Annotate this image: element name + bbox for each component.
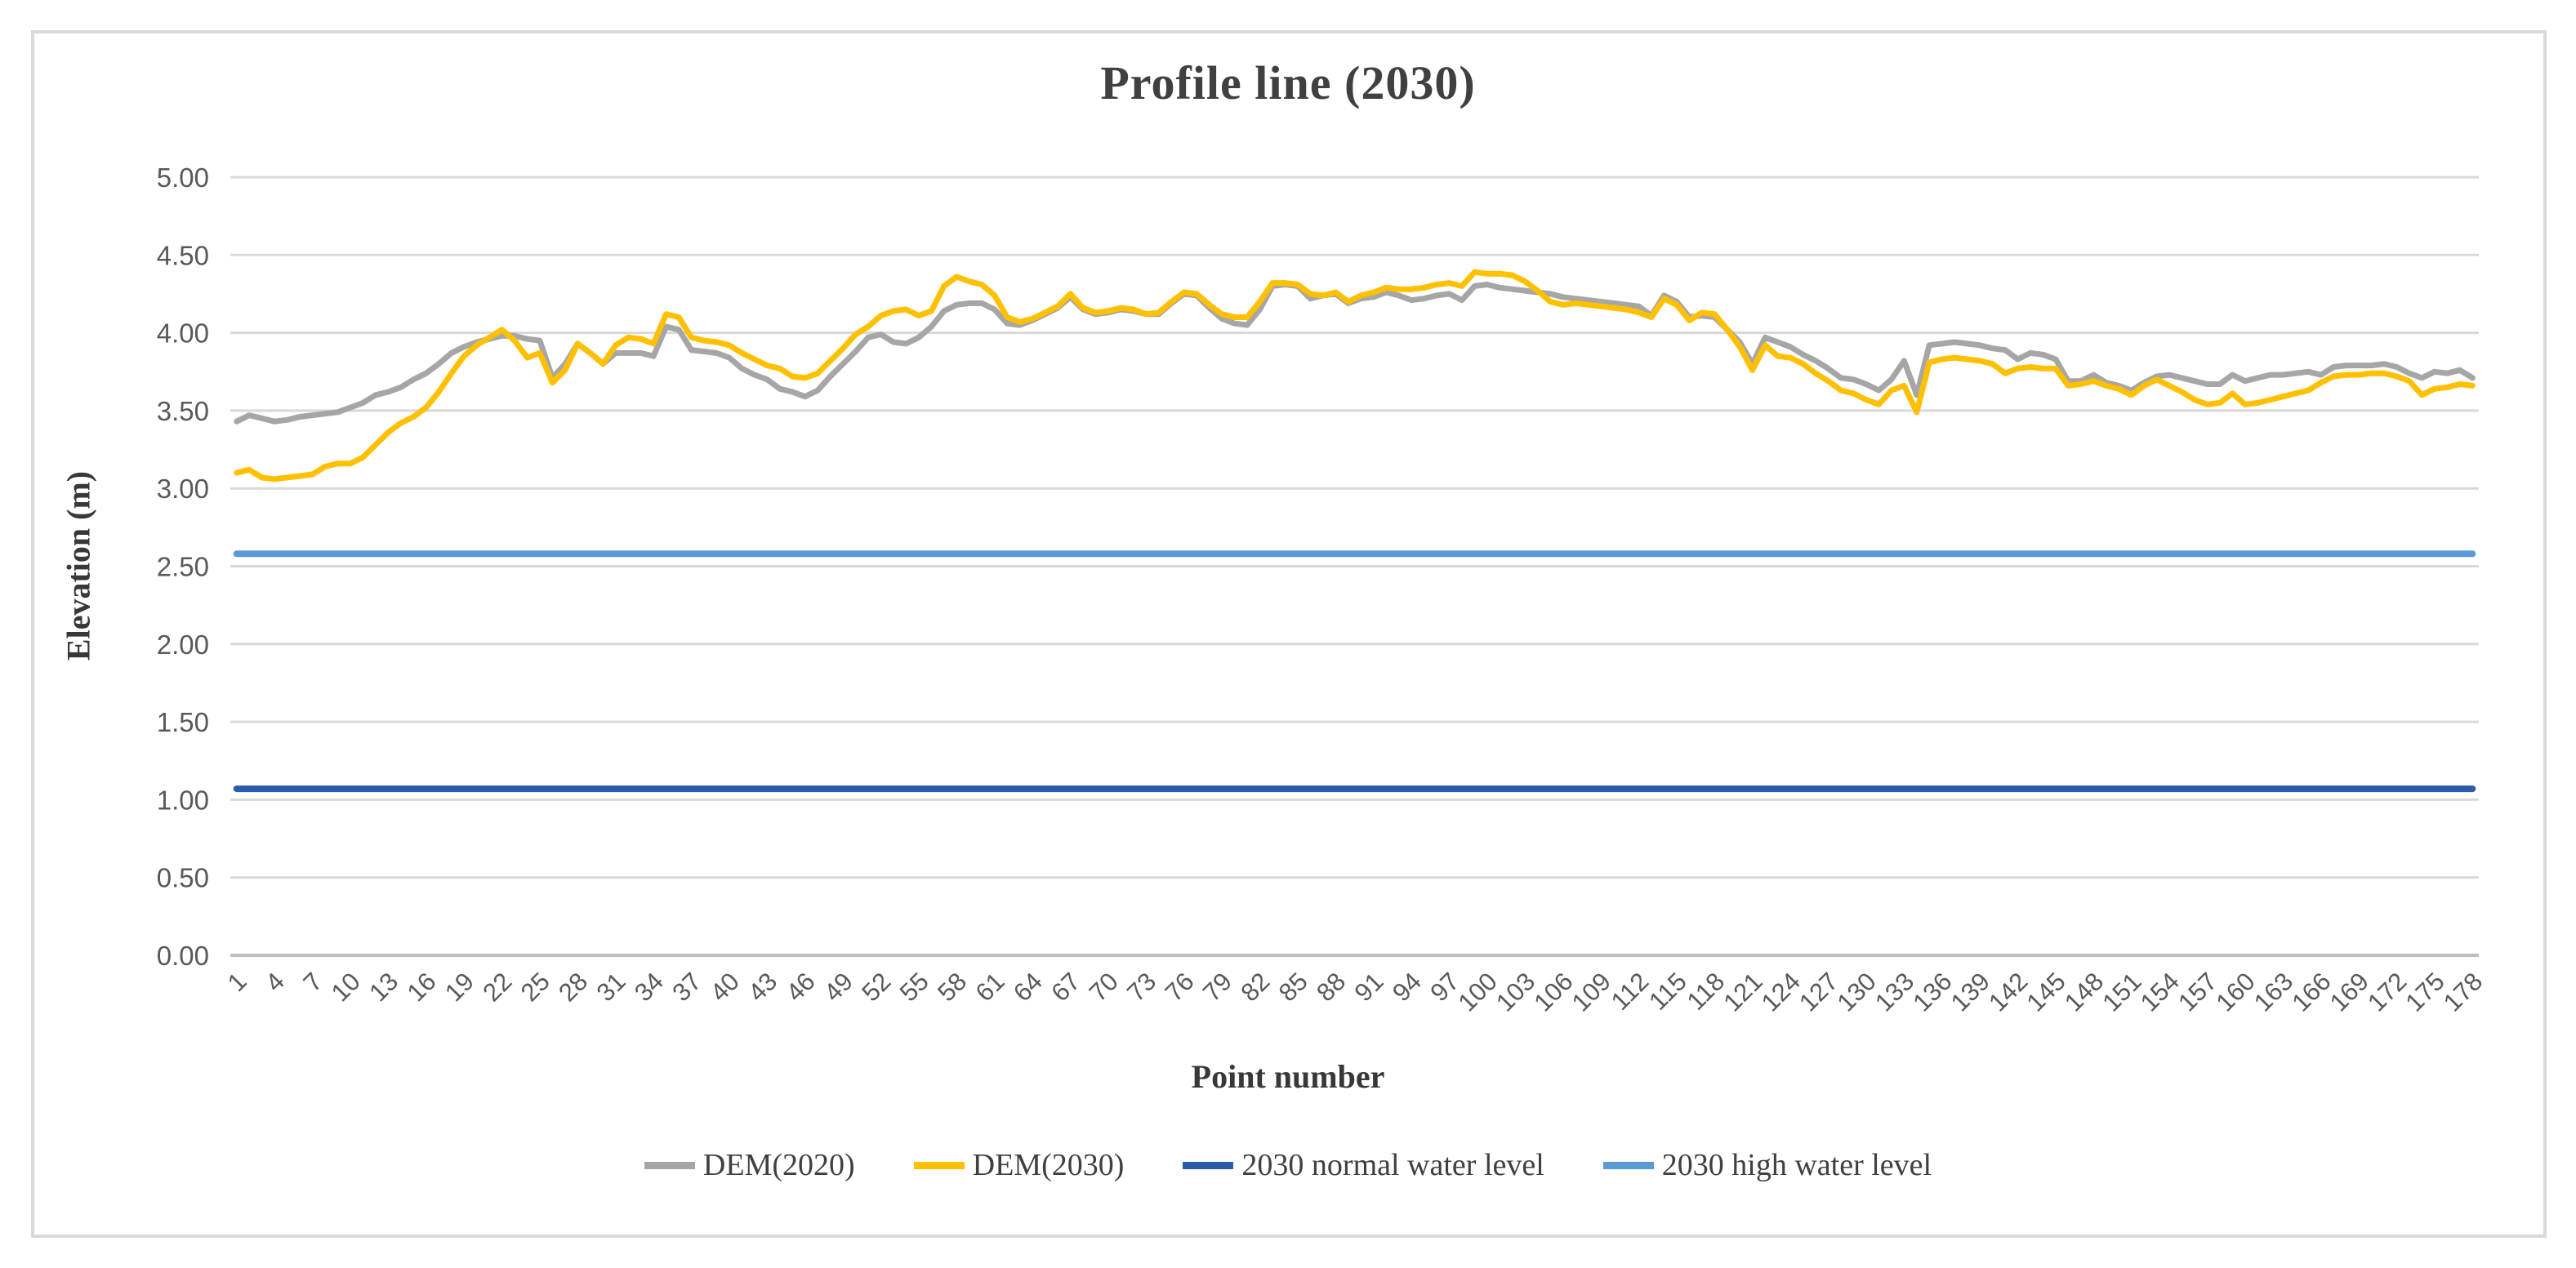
legend-item-high-water-level: 2030 high water level: [1602, 1147, 1932, 1183]
x-tick-label: 52: [856, 967, 896, 1007]
y-tick-label: 1.50: [157, 707, 209, 737]
x-tick-label: 4: [260, 967, 290, 997]
x-tick-label: 91: [1349, 967, 1389, 1007]
x-tick-label: 85: [1273, 967, 1313, 1007]
y-tick-label: 3.50: [157, 396, 209, 426]
x-axis-title: Point number: [1191, 1058, 1385, 1095]
x-tick-label: 70: [1084, 967, 1124, 1007]
x-tick-label: 43: [742, 967, 782, 1007]
y-tick-label: 1.00: [157, 785, 209, 815]
legend-item-dem2020: DEM(2020): [644, 1147, 855, 1183]
x-tick-label: 178: [2438, 967, 2488, 1017]
figure-frame: [31, 30, 2547, 1238]
x-tick-label: 31: [591, 967, 631, 1007]
y-tick-label: 4.00: [157, 318, 209, 349]
x-tick-label: 82: [1235, 967, 1275, 1007]
legend-line-icon: [1183, 1161, 1234, 1169]
x-tick-label: 61: [970, 967, 1010, 1007]
legend-label: 2030 high water level: [1661, 1148, 1932, 1182]
x-tick-label: 1: [222, 967, 252, 997]
x-tick-label: 55: [894, 967, 934, 1007]
legend-item-normal-water-level: 2030 normal water level: [1183, 1147, 1544, 1183]
x-tick-label: 46: [781, 967, 821, 1007]
legend-line-icon: [913, 1161, 965, 1169]
x-tick-label: 79: [1197, 967, 1237, 1007]
y-tick-label: 0.50: [157, 863, 209, 893]
x-tick-label: 34: [629, 967, 669, 1007]
y-tick-label: 2.00: [157, 630, 209, 660]
y-tick-label: 3.00: [157, 474, 209, 504]
chart-title: Profile line (2030): [1100, 56, 1476, 109]
x-tick-label: 13: [363, 967, 403, 1007]
x-tick-label: 58: [932, 967, 972, 1007]
x-tick-label: 28: [553, 967, 593, 1007]
x-tick-label: 22: [477, 967, 517, 1007]
legend-label: DEM(2020): [702, 1148, 855, 1182]
x-tick-label: 67: [1045, 967, 1085, 1007]
y-tick-label: 0.00: [157, 941, 209, 971]
x-tick-label: 94: [1387, 967, 1427, 1007]
legend-label: DEM(2030): [972, 1148, 1125, 1182]
x-tick-label: 88: [1311, 967, 1351, 1007]
x-tick-label: 19: [439, 967, 479, 1007]
x-tick-label: 16: [402, 967, 442, 1007]
x-tick-label: 37: [666, 967, 706, 1007]
x-tick-label: 76: [1160, 967, 1200, 1007]
x-tick-label: 10: [326, 967, 366, 1007]
legend-label: 2030 normal water level: [1241, 1148, 1544, 1182]
x-tick-label: 73: [1121, 967, 1161, 1007]
y-tick-label: 2.50: [157, 552, 209, 582]
x-tick-label: 40: [705, 967, 745, 1007]
y-tick-label: 5.00: [157, 162, 209, 193]
x-tick-label: 7: [298, 967, 328, 997]
x-tick-label: 64: [1008, 967, 1048, 1007]
legend-line-icon: [644, 1161, 695, 1169]
legend: DEM(2020) DEM(2030) 2030 normal water le…: [0, 1147, 2576, 1183]
y-tick-label: 4.50: [157, 240, 209, 270]
series-line-dem-2030-: [234, 269, 2476, 483]
legend-line-icon: [1602, 1161, 1654, 1169]
legend-item-dem2030: DEM(2030): [913, 1147, 1125, 1183]
x-tick-label: 25: [515, 967, 555, 1007]
x-tick-label: 49: [818, 967, 858, 1007]
